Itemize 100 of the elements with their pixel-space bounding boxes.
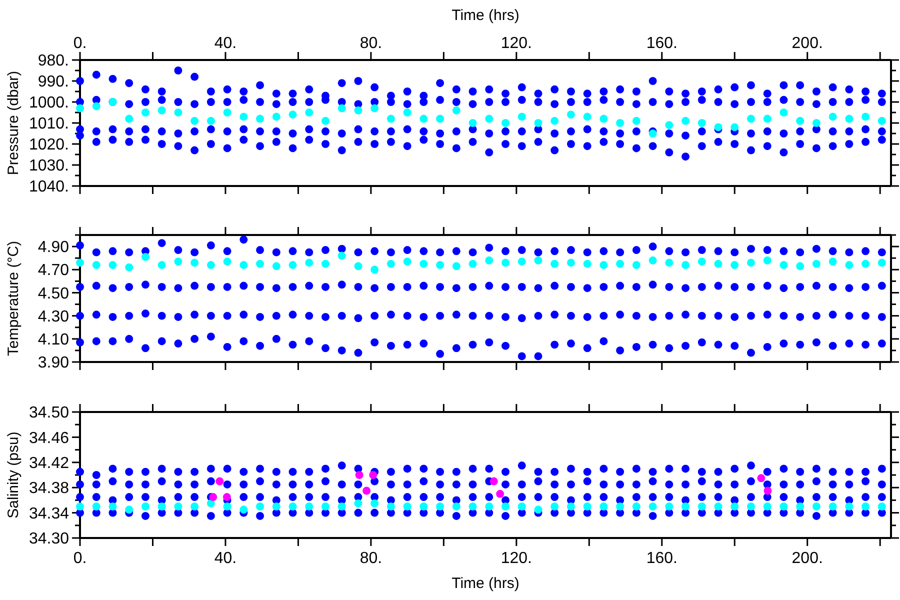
x2-tick-label: 120. <box>500 35 532 52</box>
point <box>209 493 218 502</box>
point <box>502 119 510 127</box>
point <box>566 140 575 148</box>
point <box>452 468 460 476</box>
y-tick-label: 34.34 <box>28 505 70 522</box>
point <box>403 88 412 96</box>
point <box>141 280 150 289</box>
point <box>174 312 182 321</box>
point <box>436 350 444 358</box>
point <box>190 146 199 154</box>
point <box>518 112 526 121</box>
point <box>665 464 674 473</box>
point <box>256 127 264 136</box>
point <box>338 480 346 488</box>
point <box>878 502 886 510</box>
point <box>141 502 150 510</box>
x2-tick-label: 0. <box>73 35 87 52</box>
point <box>648 340 657 349</box>
point <box>256 493 264 502</box>
point <box>288 502 297 510</box>
point <box>534 90 542 98</box>
point <box>518 462 526 470</box>
point <box>780 130 788 138</box>
point <box>550 146 559 154</box>
point <box>108 502 117 510</box>
point <box>550 100 559 108</box>
point <box>354 138 362 146</box>
y-tick-label: 4.10 <box>38 332 70 349</box>
point <box>698 127 706 136</box>
point <box>616 98 624 106</box>
point <box>862 112 870 121</box>
point <box>862 502 870 510</box>
point <box>125 312 134 320</box>
point <box>502 90 510 98</box>
point <box>288 90 297 98</box>
point <box>420 127 428 136</box>
point <box>746 146 755 154</box>
point <box>206 88 215 96</box>
point <box>354 248 362 256</box>
point <box>76 282 84 291</box>
point <box>125 480 134 488</box>
point <box>403 108 412 116</box>
point <box>878 90 886 98</box>
point <box>190 127 199 136</box>
point <box>600 127 608 136</box>
point <box>730 464 739 473</box>
point <box>600 88 608 96</box>
y-tick-label: 1000. <box>28 94 69 112</box>
point <box>436 493 444 502</box>
point <box>698 96 706 104</box>
point <box>746 130 755 138</box>
point <box>108 312 117 321</box>
point <box>550 502 559 510</box>
point <box>403 493 412 502</box>
point <box>828 258 837 266</box>
point <box>665 100 674 108</box>
point <box>490 477 498 486</box>
point <box>141 108 150 116</box>
x-tick-label: 40. <box>214 550 237 567</box>
point <box>665 258 674 267</box>
point <box>600 261 608 269</box>
point <box>305 480 314 488</box>
point <box>141 344 150 352</box>
point <box>386 282 395 291</box>
point <box>600 337 608 346</box>
point <box>665 344 674 352</box>
point <box>682 480 690 488</box>
point <box>502 258 510 267</box>
point <box>468 260 477 268</box>
point <box>828 342 837 350</box>
point <box>812 338 820 346</box>
point <box>648 493 657 502</box>
point <box>76 312 84 320</box>
point <box>763 502 772 510</box>
y-axis-title: Temperature (°C) <box>5 240 22 356</box>
point <box>452 127 460 136</box>
point <box>796 81 804 90</box>
point <box>763 114 772 123</box>
point <box>583 248 592 256</box>
point <box>370 247 379 256</box>
point <box>76 468 84 476</box>
point <box>370 104 379 112</box>
point <box>682 464 690 473</box>
point <box>223 144 232 152</box>
point <box>321 127 330 136</box>
point <box>616 468 624 476</box>
point <box>288 493 297 502</box>
point <box>190 72 199 81</box>
point <box>502 342 510 350</box>
point <box>862 282 870 291</box>
point <box>502 480 510 488</box>
point <box>468 480 477 488</box>
point <box>828 468 837 476</box>
x-tick-label: 0. <box>73 550 87 567</box>
point <box>485 114 494 123</box>
point <box>420 282 428 290</box>
point <box>190 334 199 343</box>
point <box>420 464 428 473</box>
point <box>828 310 837 319</box>
